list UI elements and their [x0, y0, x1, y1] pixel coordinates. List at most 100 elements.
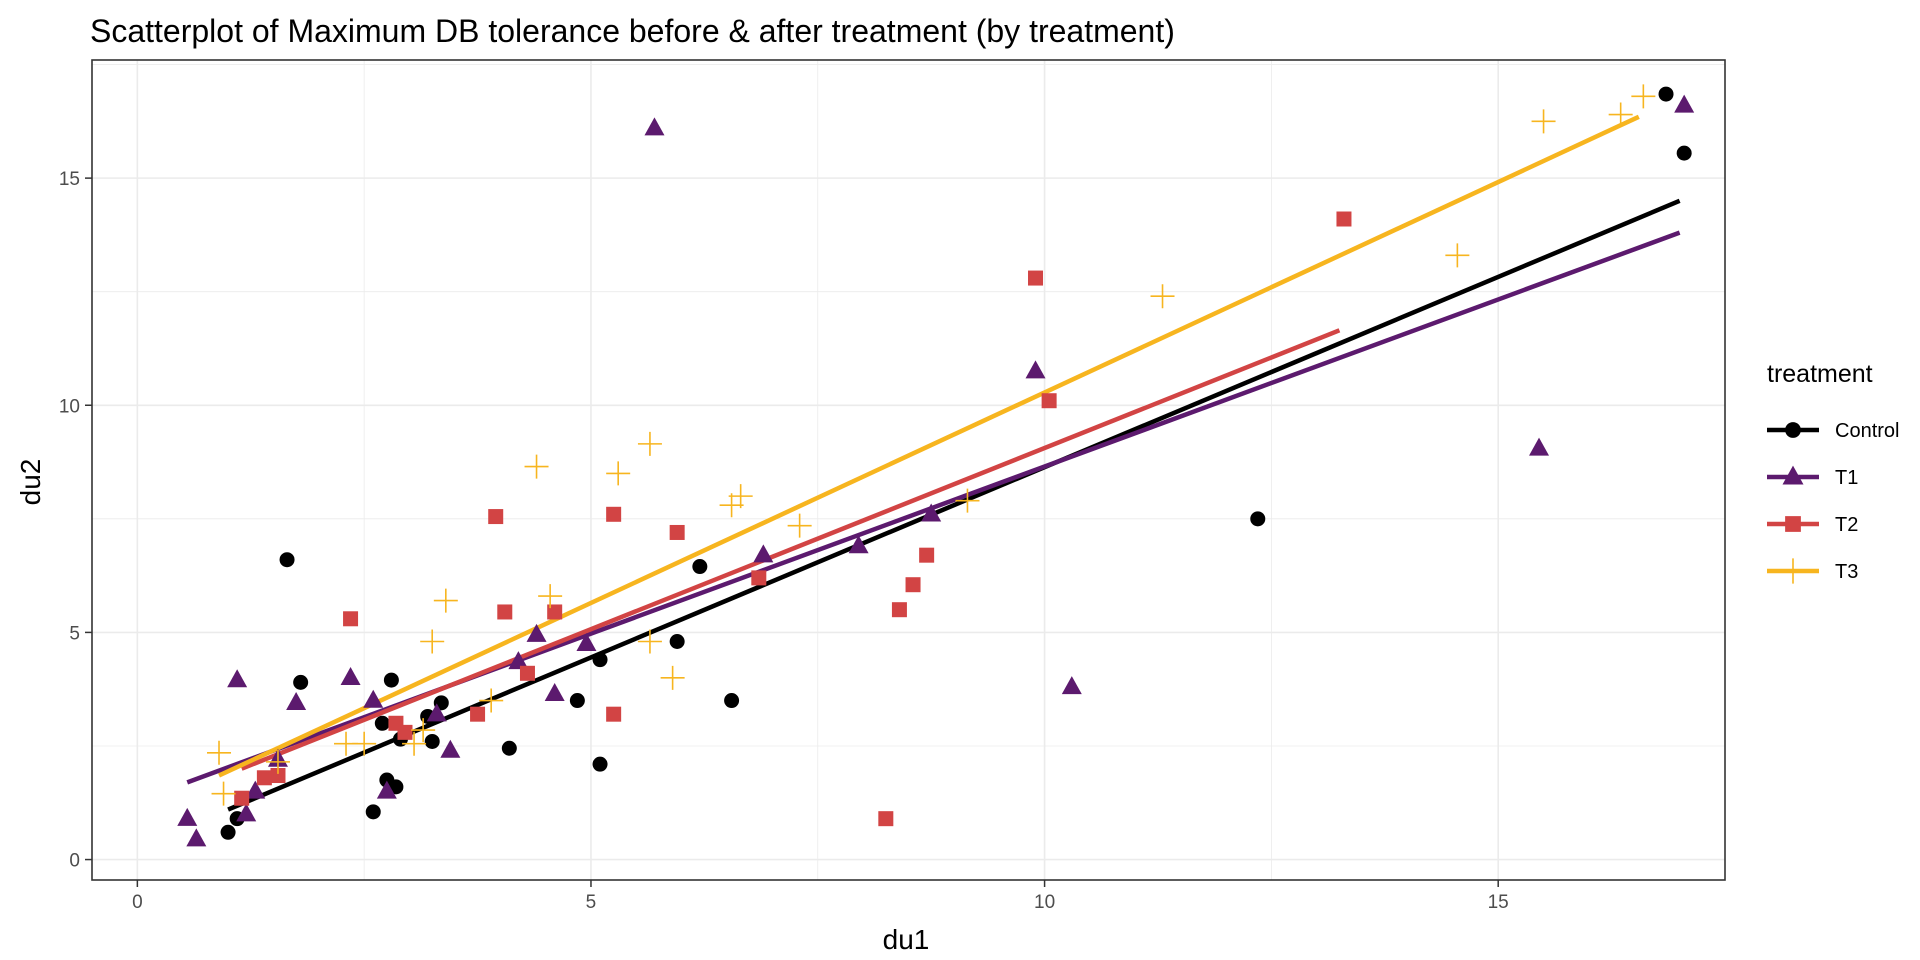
point-control [383, 672, 399, 688]
point-control [569, 693, 585, 709]
point-t1 [526, 623, 547, 642]
point-t3 [1531, 109, 1556, 134]
point-control [1250, 511, 1266, 527]
point-t3 [660, 665, 685, 690]
point-t2 [488, 509, 504, 525]
point-t3 [538, 584, 563, 609]
fit-line-control [227, 198, 1681, 812]
point-t1 [753, 544, 774, 563]
point-t2 [497, 604, 513, 620]
point-t1 [286, 692, 307, 711]
point-t1 [544, 682, 565, 701]
point-t3 [352, 731, 377, 756]
point-t3 [1445, 243, 1470, 268]
chart-title: Scatterplot of Maximum DB tolerance befo… [90, 13, 1175, 49]
y-axis-ticks: 0 5 10 15 [59, 169, 92, 872]
point-t3 [411, 718, 436, 743]
y-tick-label: 0 [69, 851, 80, 872]
x-tick-label: 5 [586, 892, 597, 913]
point-control [724, 693, 740, 709]
panel-border [91, 59, 1726, 881]
legend-title: treatment [1767, 360, 1873, 388]
point-t2 [606, 506, 622, 522]
x-tick-label: 0 [132, 892, 143, 913]
point-t1 [1674, 94, 1695, 113]
legend: treatment Control T1 T2 T3 [1767, 360, 1899, 584]
legend-key-marker-control [1785, 422, 1801, 438]
x-axis-title: du1 [883, 924, 930, 955]
data-points [177, 84, 1695, 847]
point-control [669, 633, 685, 649]
point-control [424, 733, 440, 749]
point-t1 [177, 807, 198, 826]
point-control [592, 756, 608, 772]
point-t1 [227, 669, 248, 688]
point-t1 [340, 667, 361, 686]
point-t2 [343, 611, 359, 627]
x-tick-label: 15 [1488, 892, 1509, 913]
point-t2 [606, 706, 622, 722]
point-control [279, 552, 295, 568]
legend-label-t2: T2 [1835, 514, 1858, 536]
point-control [293, 674, 309, 690]
point-t1 [440, 739, 461, 758]
point-t3 [637, 431, 662, 456]
y-axis-title: du2 [15, 459, 46, 506]
point-t2 [397, 724, 413, 740]
gridlines [92, 60, 1726, 880]
point-t1 [1025, 360, 1046, 379]
point-t3 [637, 629, 662, 654]
point-t3 [265, 749, 290, 774]
x-axis-ticks: 0 5 10 15 [132, 880, 1509, 913]
point-t2 [234, 790, 250, 806]
point-t3 [955, 488, 980, 513]
fit-lines [186, 114, 1681, 812]
point-t2 [919, 547, 935, 563]
point-t3 [728, 484, 753, 509]
point-t1 [921, 503, 942, 522]
point-t3 [433, 588, 458, 613]
point-t1 [426, 703, 447, 722]
point-t1 [363, 689, 384, 708]
point-t3 [1608, 102, 1633, 127]
point-t2 [751, 570, 767, 586]
point-t1 [576, 632, 597, 651]
point-t2 [547, 604, 563, 620]
point-t2 [905, 577, 921, 593]
point-t1 [644, 117, 665, 136]
point-t3 [211, 781, 236, 806]
point-control [1658, 86, 1674, 102]
point-t3 [1150, 284, 1175, 309]
point-t2 [256, 770, 272, 786]
plot-frame [91, 59, 1726, 881]
point-t2 [1028, 270, 1044, 286]
x-tick-label: 10 [1034, 892, 1055, 913]
point-t3 [402, 731, 427, 756]
legend-key-marker-t3 [1780, 558, 1806, 584]
legend-key-marker-t2 [1785, 516, 1801, 532]
y-tick-label: 10 [59, 396, 80, 417]
point-t1 [376, 780, 397, 799]
point-control [374, 715, 390, 731]
point-t2 [891, 602, 907, 618]
legend-label-t1: T1 [1835, 467, 1858, 489]
point-t1 [1061, 676, 1082, 695]
point-control [501, 740, 517, 756]
point-t3 [719, 493, 744, 518]
point-t1 [848, 535, 869, 554]
y-tick-label: 5 [69, 623, 80, 644]
point-control [365, 804, 381, 820]
point-t3 [1631, 84, 1656, 109]
point-t1 [245, 780, 266, 799]
point-t1 [1529, 437, 1550, 456]
legend-key-marker-t1 [1782, 465, 1804, 485]
point-t3 [787, 513, 812, 538]
point-t1 [508, 651, 529, 670]
legend-label-t3: T3 [1835, 561, 1858, 583]
point-t3 [420, 629, 445, 654]
y-tick-label: 15 [59, 169, 80, 190]
legend-label-control: Control [1835, 420, 1899, 442]
point-t3 [524, 454, 549, 479]
panel-background [92, 60, 1725, 880]
